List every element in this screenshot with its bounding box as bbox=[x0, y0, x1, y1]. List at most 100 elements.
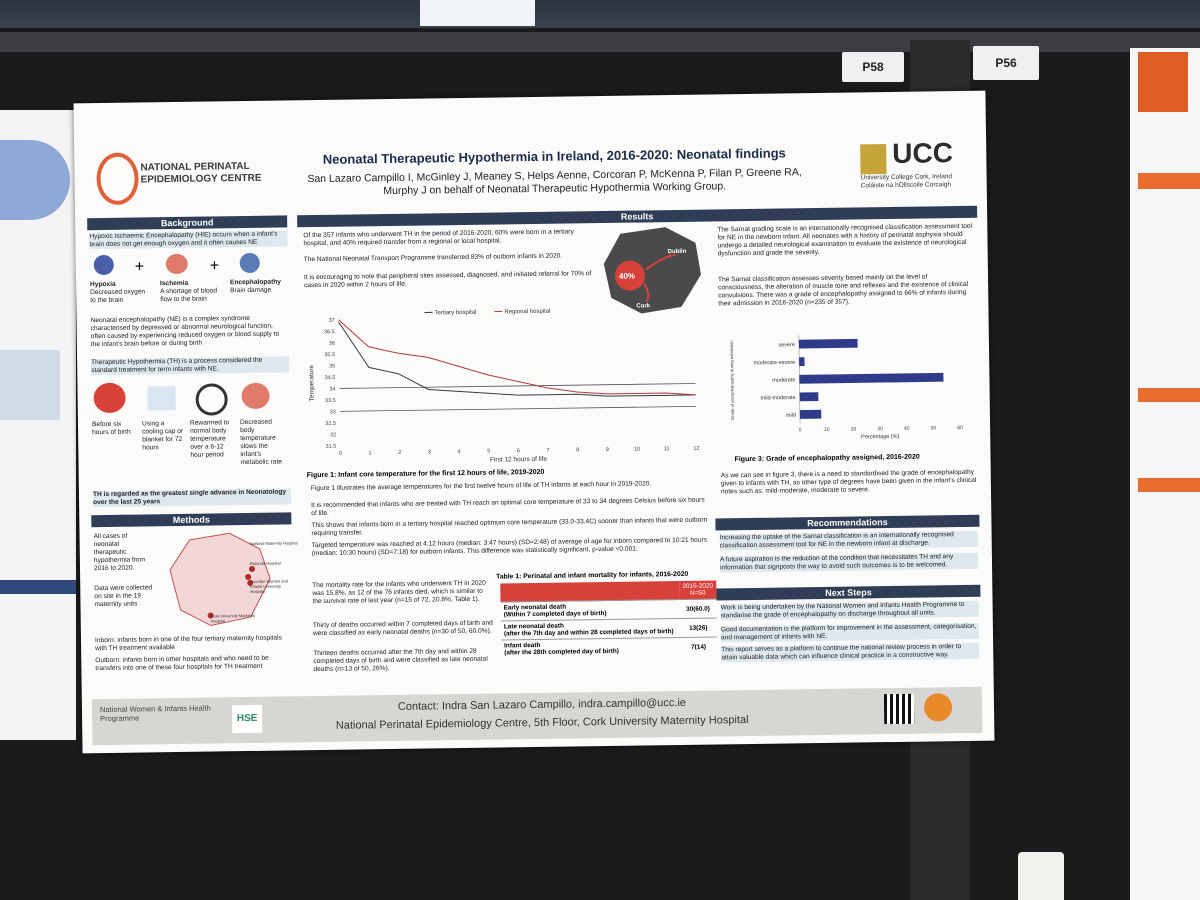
bar-label-mild-moderate: mild-moderate bbox=[760, 395, 795, 401]
board-rail bbox=[0, 32, 1200, 52]
table-cell-value: 7(14) bbox=[679, 636, 718, 656]
bar-y-axis-label: Grade of encephalopathy during admission bbox=[729, 340, 735, 421]
step-3: Rewarmed to normal body temperature over… bbox=[189, 419, 230, 459]
background-ne: Neonatal encephalopathy (NE) is a comple… bbox=[90, 314, 280, 349]
ceiling-light bbox=[420, 0, 535, 26]
y-tick-label: 36 bbox=[329, 341, 335, 347]
sarnat-1: The Sarnat grading scale is an internati… bbox=[717, 222, 973, 258]
icon-desc-ischemia: A shortage of blood flow to the brain bbox=[160, 287, 218, 304]
bar-x-tick: 20 bbox=[851, 426, 857, 432]
ireland-map-methods bbox=[169, 532, 271, 627]
bar-label-moderate: moderate bbox=[772, 377, 795, 383]
y-tick-label: 36.5 bbox=[324, 329, 335, 335]
map-label-2: Rotunda Hospital bbox=[249, 560, 281, 566]
background-th: Therapeutic Hypothermia (TH) is a proces… bbox=[91, 356, 290, 376]
cooling-icon bbox=[93, 382, 126, 414]
hypoxia-icon bbox=[93, 254, 114, 276]
ucc-crest-icon bbox=[860, 144, 887, 175]
row-sub-1: (after the 7th day and within 28 complet… bbox=[503, 628, 674, 638]
y-tick-label: 33.5 bbox=[325, 398, 336, 404]
poster-tag-p58: P58 bbox=[842, 52, 904, 82]
neighbor-left-figure bbox=[0, 350, 60, 420]
icon-desc-encephalopathy: Brain damage bbox=[230, 286, 272, 295]
neighbor-right-logo bbox=[1138, 52, 1188, 112]
bar-severe bbox=[798, 338, 858, 349]
threshold-line bbox=[339, 383, 696, 389]
results-b8: The mortality rate for the infants who u… bbox=[312, 579, 486, 606]
bar-mild-moderate bbox=[799, 392, 819, 402]
y-tick-label: 34.5 bbox=[325, 375, 336, 381]
y-tick-label: 35 bbox=[329, 364, 335, 370]
results-b4: Figure 1 illustrates the average tempera… bbox=[310, 480, 652, 493]
map-label-4: Cork University Maternity Hospital bbox=[210, 612, 256, 624]
paper-cup bbox=[1018, 852, 1064, 900]
x-tick-label: 2 bbox=[398, 450, 401, 456]
ireland-map-results bbox=[603, 227, 701, 314]
th-steps: Before six hours of birth Using a coolin… bbox=[91, 380, 290, 483]
ucc-logo: UCC bbox=[892, 137, 954, 169]
table-head-2: N=50 bbox=[690, 589, 706, 597]
brain-icon-2 bbox=[241, 382, 270, 410]
poster-authors: San Lazaro Campillo I, McGinley J, Meane… bbox=[270, 166, 840, 200]
map-pct: 40% bbox=[618, 271, 636, 281]
ucc-sub2: Coláiste na hOllscoile Corcaigh bbox=[860, 181, 952, 190]
results-b10: Thirteen deaths occurred after the 7th d… bbox=[313, 647, 488, 674]
x-tick-label: 9 bbox=[606, 447, 609, 453]
x-tick-label: 4 bbox=[458, 449, 461, 455]
poster-footer: National Women & Infants Health Programm… bbox=[91, 686, 983, 746]
table-cell-label: Late neonatal death (after the 7th day an… bbox=[500, 618, 680, 640]
neighbor-left-logo bbox=[0, 140, 70, 220]
next-step-3: This report serves as a platform to cont… bbox=[721, 642, 980, 663]
x-tick-label: 1 bbox=[369, 450, 372, 456]
plus-icon: + bbox=[134, 258, 145, 276]
y-tick-label: 35.5 bbox=[324, 352, 335, 358]
x-axis-label: First 12 hours of life bbox=[490, 456, 548, 464]
background-claim: TH is regarded as the greatest single ad… bbox=[92, 488, 292, 508]
fig3-note: As we can see in figure 3, there is a ne… bbox=[720, 468, 977, 496]
results-b7: Targeted temperature was reached at 4:12… bbox=[311, 536, 708, 558]
neighbor-right-heading-2 bbox=[1138, 388, 1200, 402]
bar-mild bbox=[799, 409, 822, 419]
methods-p3: Inborn: infants born in one of the four … bbox=[94, 634, 282, 653]
table-cell-value: 30(60.0) bbox=[679, 598, 717, 619]
ucc-logo-sub: University College Cork, Ireland Coláist… bbox=[861, 173, 953, 190]
table-cell-label: Infant death (after the 28th completed da… bbox=[501, 637, 681, 659]
results-b9: Thirty of deaths occurred within 7 compl… bbox=[312, 619, 493, 638]
threshold-line bbox=[339, 405, 696, 412]
npec-logo-icon bbox=[96, 152, 139, 206]
footer-address: National Perinatal Epidemiology Centre, … bbox=[335, 714, 749, 732]
bar-label-moderate-severe: moderate-severe bbox=[754, 360, 796, 367]
table-row: Infant death (after the 28th completed da… bbox=[501, 636, 718, 659]
background-hie: Hypoxic Ischaemic Encephalopathy (HIE) o… bbox=[89, 230, 288, 250]
x-tick-label: 6 bbox=[517, 448, 520, 454]
head-icon bbox=[239, 252, 260, 274]
bar-x-tick: 10 bbox=[824, 427, 830, 433]
bar-x-tick: 30 bbox=[877, 426, 883, 432]
hse-logo: HSE bbox=[231, 704, 263, 734]
map-label-1: National Maternity Hospital bbox=[249, 540, 298, 546]
table-cell-label: Early neonatal death (Within 7 completed … bbox=[500, 599, 680, 621]
bar-x-tick: 0 bbox=[799, 427, 802, 433]
methods-p4: Outborn: infants born in other hospitals… bbox=[95, 654, 269, 673]
bar-x-axis-label: Percentage (%) bbox=[861, 434, 899, 441]
sarnat-2: The Sarnat classification assesses sever… bbox=[717, 273, 969, 308]
x-tick-label: 8 bbox=[576, 447, 579, 453]
npec-logo: NATIONAL PERINATAL EPIDEMIOLOGY CENTRE bbox=[140, 161, 261, 187]
results-b2: The National Neonatal Transport Programm… bbox=[303, 252, 563, 264]
x-tick-label: 5 bbox=[487, 449, 490, 455]
results-b3: It is encouraging to note that periphera… bbox=[303, 270, 592, 290]
bar-label-severe: severe bbox=[778, 342, 795, 348]
blanket-icon bbox=[147, 386, 176, 411]
legend-entry-0: Tertiary hospital bbox=[434, 310, 476, 317]
brain-icon bbox=[165, 253, 188, 275]
neighbor-right-heading-3 bbox=[1138, 478, 1200, 492]
results-b5: It is recommended that infants who are t… bbox=[311, 496, 705, 518]
ceiling bbox=[0, 0, 1200, 30]
x-tick-label: 0 bbox=[339, 451, 342, 457]
encephalopathy-bar-chart: severe moderate-severe moderate mild-modera… bbox=[729, 335, 963, 441]
plus-icon-2: + bbox=[209, 257, 220, 275]
bar-x-tick: 50 bbox=[931, 425, 937, 431]
neighbor-right-heading-1 bbox=[1138, 173, 1200, 189]
row-sub-0: (Within 7 completed days of birth) bbox=[503, 610, 607, 619]
bar-x-tick: 60 bbox=[957, 425, 963, 431]
